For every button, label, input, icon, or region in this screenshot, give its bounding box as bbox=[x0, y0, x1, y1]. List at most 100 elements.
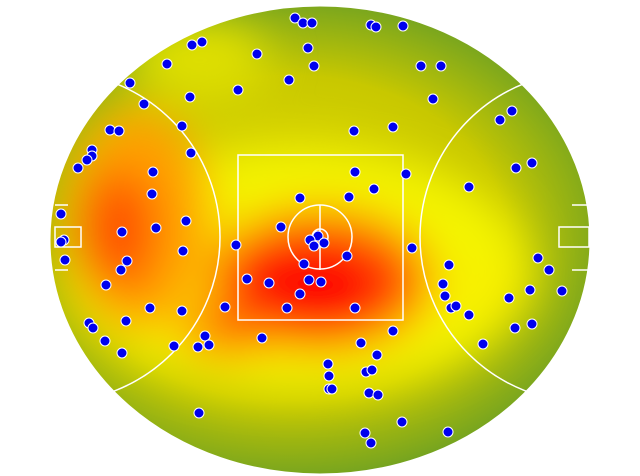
point bbox=[72, 162, 84, 174]
point bbox=[366, 364, 378, 376]
field-boundary bbox=[49, 5, 591, 475]
point bbox=[387, 121, 399, 133]
point bbox=[348, 125, 360, 137]
point bbox=[294, 288, 306, 300]
point bbox=[199, 330, 211, 342]
point bbox=[146, 188, 158, 200]
point bbox=[256, 332, 268, 344]
point bbox=[437, 278, 449, 290]
point bbox=[185, 147, 197, 159]
point bbox=[318, 237, 330, 249]
point bbox=[196, 36, 208, 48]
point bbox=[306, 17, 318, 29]
point bbox=[349, 302, 361, 314]
point bbox=[400, 168, 412, 180]
point bbox=[396, 416, 408, 428]
point bbox=[526, 318, 538, 330]
point bbox=[435, 60, 447, 72]
point bbox=[87, 322, 99, 334]
point bbox=[147, 166, 159, 178]
point bbox=[203, 339, 215, 351]
point bbox=[303, 274, 315, 286]
point bbox=[315, 276, 327, 288]
point bbox=[81, 154, 93, 166]
point bbox=[161, 58, 173, 70]
point bbox=[359, 427, 371, 439]
point bbox=[427, 93, 439, 105]
point bbox=[99, 335, 111, 347]
point bbox=[289, 12, 301, 24]
point bbox=[341, 250, 353, 262]
point bbox=[104, 124, 116, 136]
point bbox=[232, 84, 244, 96]
point bbox=[443, 259, 455, 271]
point bbox=[370, 21, 382, 33]
point bbox=[322, 358, 334, 370]
point bbox=[176, 120, 188, 132]
point bbox=[251, 48, 263, 60]
point bbox=[113, 125, 125, 137]
point bbox=[463, 309, 475, 321]
point bbox=[55, 208, 67, 220]
point bbox=[397, 20, 409, 32]
point bbox=[176, 305, 188, 317]
point bbox=[494, 114, 506, 126]
point bbox=[543, 264, 555, 276]
point bbox=[506, 105, 518, 117]
point bbox=[138, 98, 150, 110]
point bbox=[275, 221, 287, 233]
point bbox=[263, 277, 275, 289]
point bbox=[168, 340, 180, 352]
point bbox=[343, 191, 355, 203]
point bbox=[510, 162, 522, 174]
point bbox=[365, 437, 377, 449]
point bbox=[524, 284, 536, 296]
point bbox=[283, 74, 295, 86]
point bbox=[184, 91, 196, 103]
point bbox=[415, 60, 427, 72]
point bbox=[59, 254, 71, 266]
point bbox=[442, 426, 454, 438]
point bbox=[363, 387, 375, 399]
point bbox=[294, 192, 306, 204]
point bbox=[556, 285, 568, 297]
point bbox=[509, 322, 521, 334]
point bbox=[121, 255, 133, 267]
point bbox=[371, 349, 383, 361]
point bbox=[180, 215, 192, 227]
point bbox=[355, 337, 367, 349]
point bbox=[115, 264, 127, 276]
point bbox=[281, 302, 293, 314]
point bbox=[124, 77, 136, 89]
point bbox=[192, 341, 204, 353]
point bbox=[368, 183, 380, 195]
point bbox=[193, 407, 205, 419]
point bbox=[302, 42, 314, 54]
point bbox=[308, 240, 320, 252]
point bbox=[298, 258, 310, 270]
points bbox=[55, 12, 568, 449]
point bbox=[116, 347, 128, 359]
point bbox=[406, 242, 418, 254]
point bbox=[503, 292, 515, 304]
point bbox=[100, 279, 112, 291]
point bbox=[463, 181, 475, 193]
point bbox=[387, 325, 399, 337]
point bbox=[372, 389, 384, 401]
point bbox=[526, 157, 538, 169]
point bbox=[323, 370, 335, 382]
point bbox=[150, 222, 162, 234]
point bbox=[144, 302, 156, 314]
point bbox=[55, 236, 67, 248]
point bbox=[532, 252, 544, 264]
point bbox=[230, 239, 242, 251]
point bbox=[116, 226, 128, 238]
point bbox=[326, 383, 338, 395]
point bbox=[120, 315, 132, 327]
point bbox=[219, 301, 231, 313]
point bbox=[477, 338, 489, 350]
point bbox=[186, 39, 198, 51]
point bbox=[439, 290, 451, 302]
point bbox=[308, 60, 320, 72]
